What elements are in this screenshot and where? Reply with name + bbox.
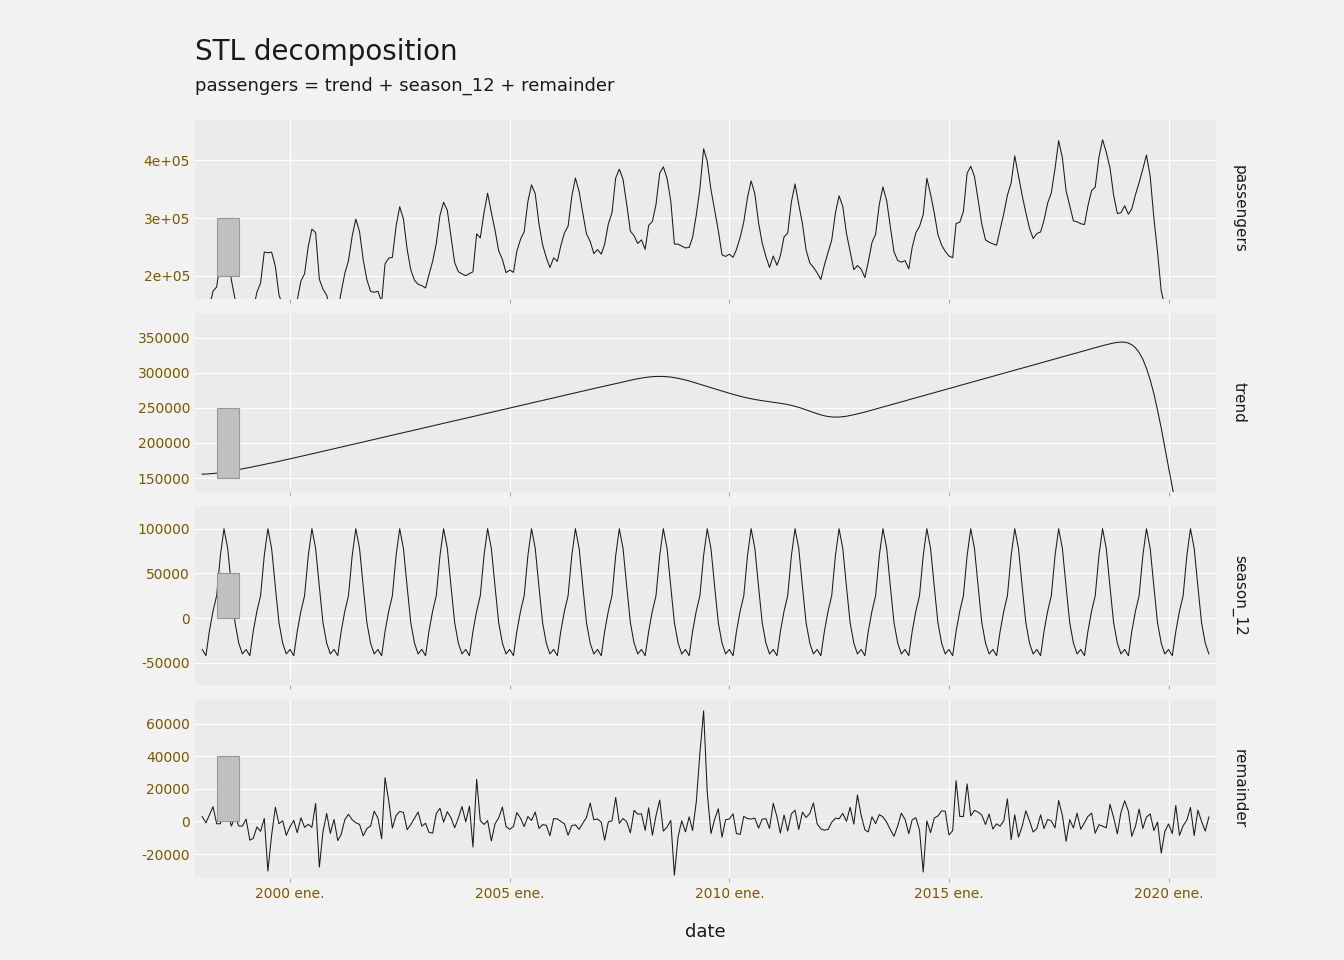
Text: trend: trend <box>1231 382 1247 423</box>
Text: passengers: passengers <box>1231 165 1247 253</box>
Bar <box>216 756 239 822</box>
Text: passengers = trend + season_12 + remainder: passengers = trend + season_12 + remaind… <box>195 77 614 95</box>
Text: STL decomposition: STL decomposition <box>195 38 457 66</box>
Bar <box>216 408 239 478</box>
Bar <box>216 573 239 618</box>
Bar <box>216 218 239 276</box>
Text: season_12: season_12 <box>1231 556 1247 636</box>
Text: remainder: remainder <box>1231 750 1247 828</box>
Text: date: date <box>685 923 726 941</box>
